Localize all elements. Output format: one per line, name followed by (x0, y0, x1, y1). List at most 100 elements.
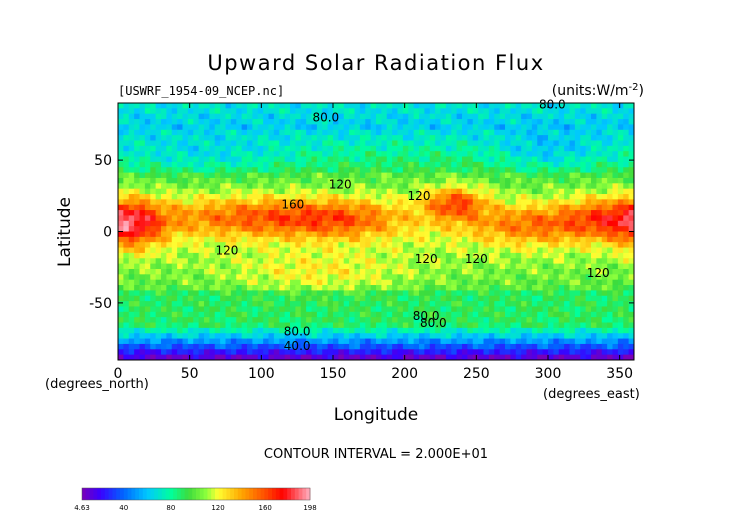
heatmap-cell (558, 263, 565, 270)
heatmap-cell (123, 231, 130, 238)
heatmap-cell (601, 204, 608, 211)
heatmap-cell (279, 354, 286, 360)
heatmap-cell (574, 215, 581, 222)
heatmap-cell (306, 327, 313, 334)
heatmap-cell (451, 119, 458, 126)
heatmap-cell (392, 188, 399, 195)
heatmap-cell (311, 242, 318, 249)
heatmap-cell (580, 322, 587, 329)
heatmap-cell (585, 103, 592, 109)
heatmap-cell (343, 124, 350, 131)
heatmap-cell (569, 220, 576, 227)
heatmap-cell (209, 188, 216, 195)
heatmap-cell (225, 140, 232, 147)
heatmap-cell (171, 204, 178, 211)
heatmap-cell (349, 274, 356, 281)
heatmap-cell (161, 210, 167, 217)
heatmap-cell (386, 274, 393, 281)
colorbar-tick-label: 4.63 (74, 504, 90, 512)
heatmap-cell (252, 119, 259, 126)
heatmap-cell (252, 113, 259, 120)
heatmap-cell (607, 103, 614, 109)
heatmap-cell (424, 172, 431, 179)
colorbar-swatch (101, 488, 106, 500)
heatmap-cell (494, 145, 501, 152)
heatmap-cell (591, 113, 597, 120)
heatmap-cell (526, 113, 533, 120)
heatmap-cell (585, 311, 592, 318)
heatmap-cell (558, 135, 565, 142)
heatmap-cell (402, 258, 409, 265)
heatmap-cell (580, 349, 587, 356)
heatmap-cell (187, 338, 194, 345)
heatmap-cell (166, 231, 173, 238)
heatmap-cell (166, 252, 173, 259)
heatmap-cell (617, 274, 624, 281)
heatmap-cell (204, 167, 210, 174)
heatmap-cell (429, 194, 436, 200)
heatmap-cell (273, 301, 280, 308)
heatmap-cell (365, 226, 372, 233)
heatmap-cell (553, 129, 560, 136)
heatmap-cell (268, 279, 275, 286)
heatmap-cell (155, 167, 162, 174)
heatmap-cell (472, 268, 479, 275)
heatmap-cell (408, 301, 415, 308)
heatmap-cell (241, 108, 248, 115)
heatmap-cell (628, 177, 634, 184)
heatmap-cell (182, 268, 189, 275)
heatmap-cell (424, 140, 431, 147)
heatmap-cell (499, 290, 506, 297)
heatmap-cell (241, 327, 248, 334)
heatmap-cell (397, 343, 404, 350)
heatmap-cell (499, 268, 506, 275)
heatmap-cell (435, 317, 442, 324)
heatmap-cell (381, 247, 388, 254)
heatmap-cell (472, 258, 479, 265)
heatmap-cell (623, 194, 630, 200)
heatmap-cell (526, 108, 533, 115)
heatmap-cell (236, 258, 243, 265)
heatmap-cell (241, 145, 248, 152)
heatmap-cell (290, 210, 296, 217)
heatmap-cell (279, 167, 286, 174)
heatmap-cell (316, 215, 323, 222)
heatmap-cell (316, 124, 323, 131)
heatmap-cell (381, 343, 388, 350)
heatmap-cell (515, 124, 522, 131)
heatmap-cell (440, 108, 447, 115)
heatmap-cell (161, 151, 167, 158)
heatmap-cell (483, 311, 490, 318)
heatmap-cell (467, 327, 474, 334)
heatmap-cell (542, 311, 549, 318)
heatmap-cell (548, 108, 554, 115)
heatmap-cell (628, 279, 634, 286)
heatmap-cell (569, 333, 576, 340)
heatmap-cell (467, 167, 474, 174)
heatmap-cell (483, 290, 490, 297)
heatmap-cell (451, 161, 458, 168)
heatmap-cell (134, 252, 141, 259)
heatmap-cell (515, 199, 522, 206)
heatmap-cell (564, 129, 571, 136)
heatmap-cell (569, 188, 576, 195)
heatmap-cell (376, 274, 382, 281)
heatmap-cell (494, 167, 501, 174)
heatmap-cell (139, 220, 146, 227)
heatmap-cell (580, 274, 587, 281)
heatmap-cell (182, 210, 189, 217)
heatmap-cell (510, 311, 517, 318)
heatmap-cell (333, 322, 339, 329)
heatmap-cell (359, 151, 366, 158)
heatmap-cell (268, 333, 275, 340)
heatmap-cell (155, 252, 162, 259)
heatmap-cell (435, 333, 442, 340)
heatmap-cell (273, 140, 280, 147)
contour-label: 80.0 (312, 111, 339, 125)
heatmap-cell (365, 210, 372, 217)
heatmap-cell (548, 258, 554, 265)
heatmap-cell (435, 108, 442, 115)
heatmap-cell (354, 349, 361, 356)
heatmap-cell (177, 242, 184, 249)
heatmap-cell (134, 322, 141, 329)
